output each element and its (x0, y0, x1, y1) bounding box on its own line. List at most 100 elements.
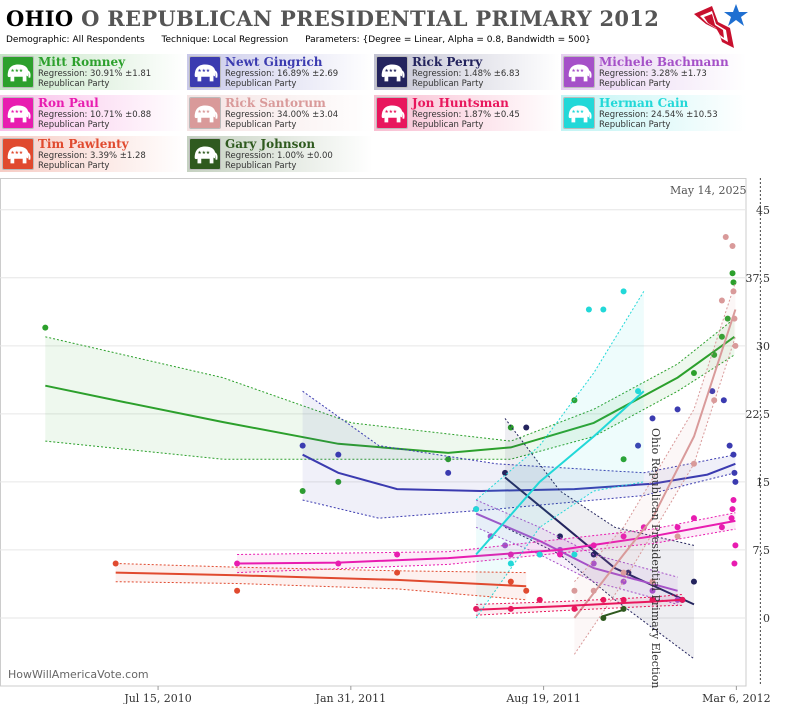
data-point-ron-paul (556, 551, 563, 558)
data-point-gary-johnson (620, 605, 627, 612)
data-point-ron-paul (590, 542, 597, 549)
legend-item-newt-gingrich[interactable]: ★★★ Newt Gingrich Regression: 16.89% ±2.69… (187, 54, 373, 90)
fit-line-ron-paul (237, 519, 736, 565)
header: OHIO O REPUBLICAN PRESIDENTIAL PRIMARY 2… (0, 0, 789, 52)
data-point-mitt-romney (724, 315, 731, 322)
legend-item-tim-pawlenty[interactable]: ★★★ Tim Pawlenty Regression: 3.39% ±1.28 Re… (0, 136, 186, 172)
data-point-herman-cain (507, 560, 514, 567)
watermark[interactable]: HowWillAmericaVote.com (8, 668, 149, 681)
legend-item-gary-johnson[interactable]: ★★★ Gary Johnson Regression: 1.00% ±0.00 Re… (187, 136, 373, 172)
data-point-mitt-romney (730, 279, 737, 286)
data-point-jon-huntsman (473, 605, 480, 612)
title-rest: O REPUBLICAN PRESIDENTIAL PRIMARY 2012 (81, 6, 660, 31)
legend-item-michele-bachmann[interactable]: ★★★ Michele Bachmann Regression: 3.28% ±1.… (561, 54, 747, 90)
data-point-newt-gingrich (726, 442, 733, 449)
data-point-newt-gingrich (731, 469, 738, 476)
data-point-tim-pawlenty (394, 569, 401, 576)
data-point-newt-gingrich (335, 451, 342, 458)
data-point-mitt-romney (718, 333, 725, 340)
data-point-jon-huntsman (620, 596, 627, 603)
data-point-newt-gingrich (674, 406, 681, 413)
data-point-rick-santorum (674, 533, 681, 540)
confidence-band-ron-paul (237, 512, 736, 573)
fit-line-gary-johnson (603, 608, 624, 618)
fit-line-newt-gingrich (302, 453, 736, 493)
legend-item-mitt-romney[interactable]: ★★★ Mitt Romney Regression: 30.91% ±1.81 Re… (0, 54, 186, 90)
data-point-newt-gingrich (445, 469, 452, 476)
data-point-tim-pawlenty (112, 560, 119, 567)
elephant-icon: ★★★ (2, 97, 34, 129)
data-point-jon-huntsman (571, 605, 578, 612)
data-point-michele-bachmann (649, 587, 656, 594)
lower-bound-tim-pawlenty (115, 581, 527, 601)
y-tick-label: 0 (763, 612, 770, 625)
elephant-icon: ★★★ (2, 138, 34, 170)
data-point-mitt-romney (571, 397, 578, 404)
legend-item-rick-perry[interactable]: ★★★ Rick Perry Regression: 1.48% ±6.83 Repu… (374, 54, 560, 90)
legend-regression: Regression: 1.87% ±0.45 (412, 110, 520, 120)
data-point-ron-paul (731, 560, 738, 567)
y-tick-label: 30 (756, 340, 770, 353)
data-point-herman-cain (620, 288, 627, 295)
demographic-value: All Respondents (72, 35, 145, 45)
data-point-newt-gingrich (720, 397, 727, 404)
fit-line-jon-huntsman (476, 598, 683, 611)
today-label: May 14, 2025 (670, 184, 747, 197)
x-tick-label: Jul 15, 2010 (123, 692, 192, 704)
legend-party: Republican Party (599, 120, 671, 130)
legend-regression: Regression: 3.28% ±1.73 (599, 69, 707, 79)
data-point-rick-santorum (649, 578, 656, 585)
parameters-line: Demographic: All Respondents Technique: … (6, 35, 605, 45)
legend-item-herman-cain[interactable]: ★★★ Herman Cain Regression: 24.54% ±10.53 R… (561, 95, 747, 131)
elephant-icon: ★★★ (376, 97, 408, 129)
data-point-herman-cain (600, 306, 607, 313)
confidence-band-herman-cain (476, 291, 644, 618)
legend-regression: Regression: 16.89% ±2.69 (225, 69, 339, 79)
y-tick-label: 15 (756, 476, 770, 489)
svg-text:★★★: ★★★ (198, 109, 211, 115)
legend-regression: Regression: 1.00% ±0.00 (225, 151, 333, 161)
data-point-rick-perry (502, 469, 509, 476)
lower-bound-rick-santorum (573, 336, 736, 655)
svg-text:★★★: ★★★ (385, 109, 398, 115)
legend-item-ron-paul[interactable]: ★★★ Ron Paul Regression: 10.71% ±0.88 Repub… (0, 95, 186, 131)
data-point-mitt-romney (729, 270, 736, 277)
data-point-herman-cain (635, 388, 642, 395)
data-point-mitt-romney (507, 424, 514, 431)
confidence-band-rick-santorum (574, 282, 736, 655)
data-point-rick-santorum (730, 288, 737, 295)
data-point-mitt-romney (690, 370, 697, 377)
legend-name: Gary Johnson (225, 137, 316, 151)
legend-item-rick-santorum[interactable]: ★★★ Rick Santorum Regression: 34.00% ±3.04… (187, 95, 373, 131)
svg-text:★★★: ★★★ (572, 109, 585, 115)
data-point-rick-santorum (620, 569, 627, 576)
legend-regression: Regression: 3.39% ±1.28 (38, 151, 146, 161)
fit-line-tim-pawlenty (115, 571, 527, 588)
site-logo[interactable] (688, 2, 750, 52)
data-point-rick-santorum (731, 315, 738, 322)
data-point-mitt-romney (620, 456, 627, 463)
confidence-band-michele-bachmann (476, 500, 678, 605)
y-tick-label: 7.5 (753, 544, 771, 557)
data-point-ron-paul (620, 533, 627, 540)
candidate-legend: ★★★ Mitt Romney Regression: 30.91% ±1.81 Re… (0, 54, 789, 176)
data-point-mitt-romney (42, 324, 49, 331)
data-point-newt-gingrich (299, 442, 306, 449)
legend-item-jon-huntsman[interactable]: ★★★ Jon Huntsman Regression: 1.87% ±0.45 Re… (374, 95, 560, 131)
event-label: Ohio Republican Presidential Primary Ele… (649, 428, 662, 689)
svg-text:★★★: ★★★ (572, 68, 585, 74)
legend-name: Ron Paul (38, 96, 99, 110)
lower-bound-michele-bachmann (475, 526, 678, 605)
legend-name: Mitt Romney (38, 55, 126, 69)
data-point-rick-santorum (571, 587, 578, 594)
legend-regression: Regression: 1.48% ±6.83 (412, 69, 520, 79)
legend-party: Republican Party (412, 79, 484, 89)
fit-line-mitt-romney (45, 335, 735, 454)
lower-bound-herman-cain (475, 481, 644, 619)
legend-regression: Regression: 24.54% ±10.53 (599, 110, 718, 120)
legend-regression: Regression: 30.91% ±1.81 (38, 69, 152, 79)
confidence-band-rick-perry (505, 418, 694, 659)
upper-bound-ron-paul (237, 512, 736, 555)
legend-name: Rick Santorum (225, 96, 326, 110)
data-point-ron-paul (690, 515, 697, 522)
